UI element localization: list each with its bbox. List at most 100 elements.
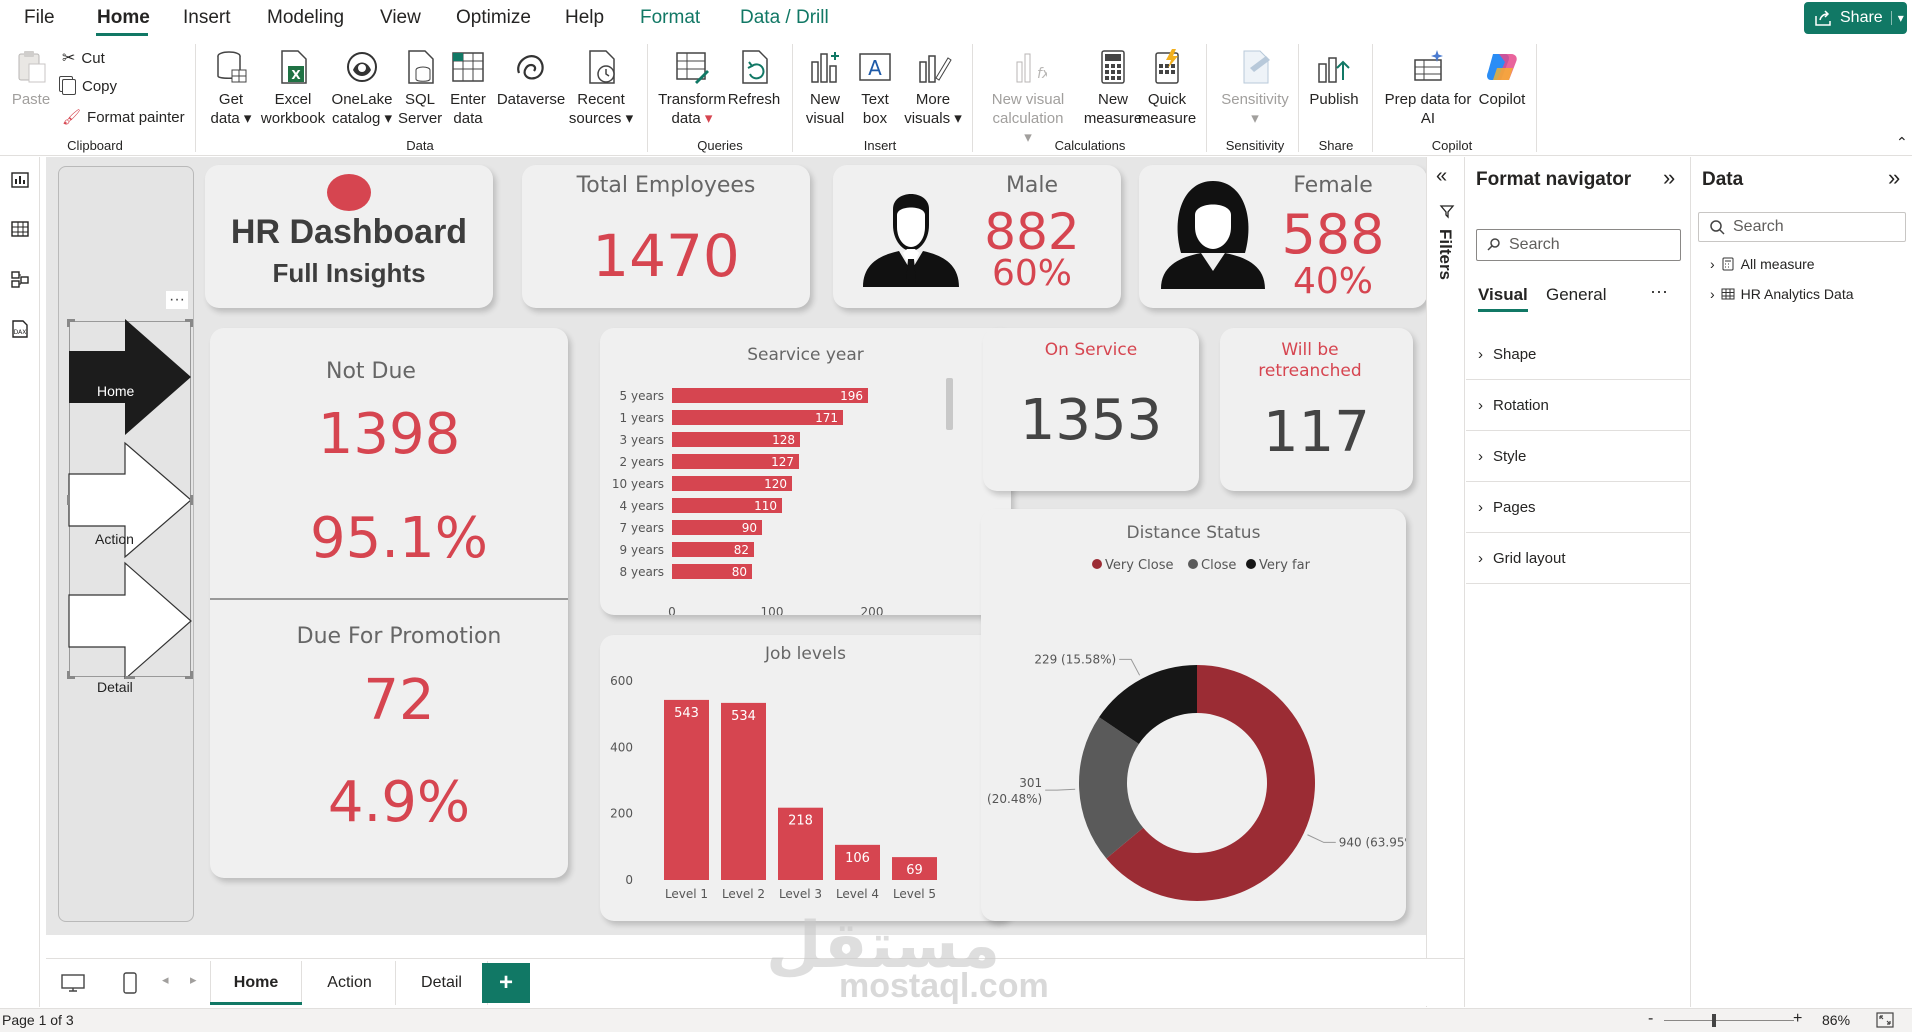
- database-icon: [217, 51, 247, 83]
- format-more-options-icon[interactable]: ···: [1650, 281, 1668, 301]
- zoom-slider-thumb[interactable]: [1712, 1014, 1716, 1027]
- paste-button[interactable]: Paste: [10, 48, 52, 109]
- section-grid-layout[interactable]: › Grid layout: [1466, 533, 1691, 584]
- svg-text:DAX: DAX: [14, 329, 27, 336]
- get-data-button[interactable]: Get data ▾: [207, 48, 255, 128]
- excel-workbook-button[interactable]: X Excel workbook: [258, 48, 328, 128]
- section-shape[interactable]: › Shape: [1466, 329, 1691, 380]
- add-page-button[interactable]: +: [482, 963, 530, 1003]
- desktop-layout-icon[interactable]: [60, 973, 86, 993]
- menu-tab-format[interactable]: Format: [640, 7, 701, 28]
- publish-button[interactable]: Publish: [1306, 48, 1362, 109]
- y-tick-label: 400: [610, 740, 633, 754]
- legend-label: Very far: [1259, 558, 1311, 573]
- zoom-out-button[interactable]: -: [1648, 1010, 1654, 1027]
- x-tick-label: 0: [668, 605, 676, 615]
- section-pages[interactable]: › Pages: [1466, 482, 1691, 533]
- data-search-input[interactable]: Search: [1698, 212, 1906, 242]
- transform-icon: [676, 52, 709, 84]
- format-search-input[interactable]: Search: [1476, 229, 1681, 261]
- copy-button[interactable]: Copy: [62, 78, 117, 95]
- zoom-level: 86%: [1822, 1012, 1851, 1028]
- y-tick-label: 0: [625, 873, 633, 887]
- tab-general[interactable]: General: [1546, 285, 1607, 304]
- format-painter-button[interactable]: 🖌 Format painter: [62, 108, 185, 127]
- table-all-measure[interactable]: › All measure: [1710, 256, 1815, 272]
- menu-tab-modeling[interactable]: Modeling: [267, 7, 345, 28]
- female-value: 588: [1281, 203, 1385, 266]
- menu-tab-data-drill[interactable]: Data / Drill: [740, 7, 829, 28]
- nav-detail-label[interactable]: Detail: [97, 679, 133, 695]
- dataverse-button[interactable]: Dataverse: [493, 48, 569, 109]
- share-icon: [1815, 10, 1831, 26]
- x-tick-label: Level 2: [722, 887, 765, 901]
- zoom-in-button[interactable]: +: [1793, 1010, 1803, 1027]
- prep-data-for-ai-button[interactable]: Prep data for AI: [1382, 48, 1474, 128]
- sql-server-button[interactable]: SQL Server: [398, 48, 442, 128]
- nav-action-label[interactable]: Action: [95, 531, 134, 547]
- new-measure-button[interactable]: New measure: [1082, 48, 1144, 128]
- collapse-data-pane-icon[interactable]: »: [1888, 165, 1901, 190]
- enter-data-button[interactable]: Enter data: [446, 48, 490, 128]
- nav-action-arrow[interactable]: [68, 441, 192, 559]
- visual-more-options-icon[interactable]: ···: [166, 291, 188, 309]
- next-page-icon[interactable]: ▸: [190, 972, 197, 987]
- dax-query-view-icon[interactable]: DAX: [10, 319, 30, 339]
- filters-label[interactable]: Filters: [1436, 229, 1455, 281]
- nav-detail-arrow[interactable]: [68, 561, 192, 679]
- more-visuals-button[interactable]: More visuals ▾: [904, 48, 962, 128]
- retrenched-value: 117: [1263, 400, 1370, 465]
- share-button[interactable]: Share ▾: [1804, 2, 1907, 34]
- legend-label: Very Close: [1105, 558, 1173, 573]
- new-visual-button[interactable]: New visual: [802, 48, 848, 128]
- cut-button[interactable]: ✂ Cut: [62, 48, 105, 68]
- copilot-button[interactable]: Copilot: [1474, 48, 1530, 109]
- active-tab-indicator: [96, 33, 148, 36]
- expand-filters-icon[interactable]: «: [1436, 165, 1448, 187]
- transform-data-button[interactable]: Transform data ▾: [656, 48, 728, 128]
- prep-data-icon: [1414, 50, 1443, 81]
- mobile-layout-icon[interactable]: [122, 971, 138, 995]
- table-view-icon[interactable]: [10, 219, 30, 239]
- on-service-value: 1353: [1019, 388, 1163, 453]
- quick-measure-button[interactable]: Quick measure: [1136, 48, 1198, 128]
- table-name: All measure: [1740, 256, 1815, 272]
- retrenched-title: Will be retreanched: [1258, 340, 1362, 381]
- share-dropdown-icon[interactable]: ▾: [1890, 11, 1904, 25]
- collapse-format-pane-icon[interactable]: »: [1663, 165, 1676, 190]
- table-hr-analytics-data[interactable]: › HR Analytics Data: [1710, 286, 1854, 302]
- menu-tab-insert[interactable]: Insert: [183, 7, 231, 28]
- sensitivity-button[interactable]: Sensitivity ▾: [1220, 48, 1290, 128]
- fit-to-page-icon[interactable]: [1876, 1012, 1894, 1028]
- nav-home-arrow[interactable]: [69, 319, 191, 435]
- page-tab-home[interactable]: Home: [210, 961, 302, 1005]
- tab-visual[interactable]: Visual: [1478, 285, 1528, 304]
- zoom-slider-track[interactable]: [1664, 1020, 1794, 1021]
- recent-sources-button[interactable]: Recent sources ▾: [568, 48, 634, 128]
- menu-tab-view[interactable]: View: [380, 7, 421, 28]
- selection-handles[interactable]: [67, 319, 193, 679]
- menu-tab-home[interactable]: Home: [97, 7, 150, 28]
- data-group-label: Data: [406, 138, 434, 153]
- menu-tab-optimize[interactable]: Optimize: [456, 7, 531, 28]
- refresh-button[interactable]: Refresh: [726, 48, 782, 109]
- cut-label: Cut: [81, 49, 105, 67]
- section-style[interactable]: › Style: [1466, 431, 1691, 482]
- chart-title: Searvice year: [747, 345, 864, 365]
- nav-home-label[interactable]: Home: [97, 383, 135, 399]
- scrollbar-thumb: [946, 378, 953, 430]
- model-view-icon[interactable]: [10, 269, 30, 289]
- section-rotation[interactable]: › Rotation: [1466, 380, 1691, 431]
- text-box-button[interactable]: A Text box: [852, 48, 898, 128]
- onelake-catalog-button[interactable]: OneLake catalog ▾: [327, 48, 397, 128]
- previous-page-icon[interactable]: ◂: [162, 972, 169, 987]
- sql-label-2: Server: [398, 110, 443, 127]
- page-tab-action[interactable]: Action: [304, 961, 396, 1005]
- page-tab-detail[interactable]: Detail: [396, 961, 488, 1005]
- collapse-ribbon-icon[interactable]: ⌃: [1896, 134, 1908, 150]
- menu-tab-help[interactable]: Help: [565, 7, 605, 28]
- menu-tab-file[interactable]: File: [24, 7, 55, 28]
- report-view-icon[interactable]: [10, 170, 30, 190]
- divider: [972, 44, 973, 152]
